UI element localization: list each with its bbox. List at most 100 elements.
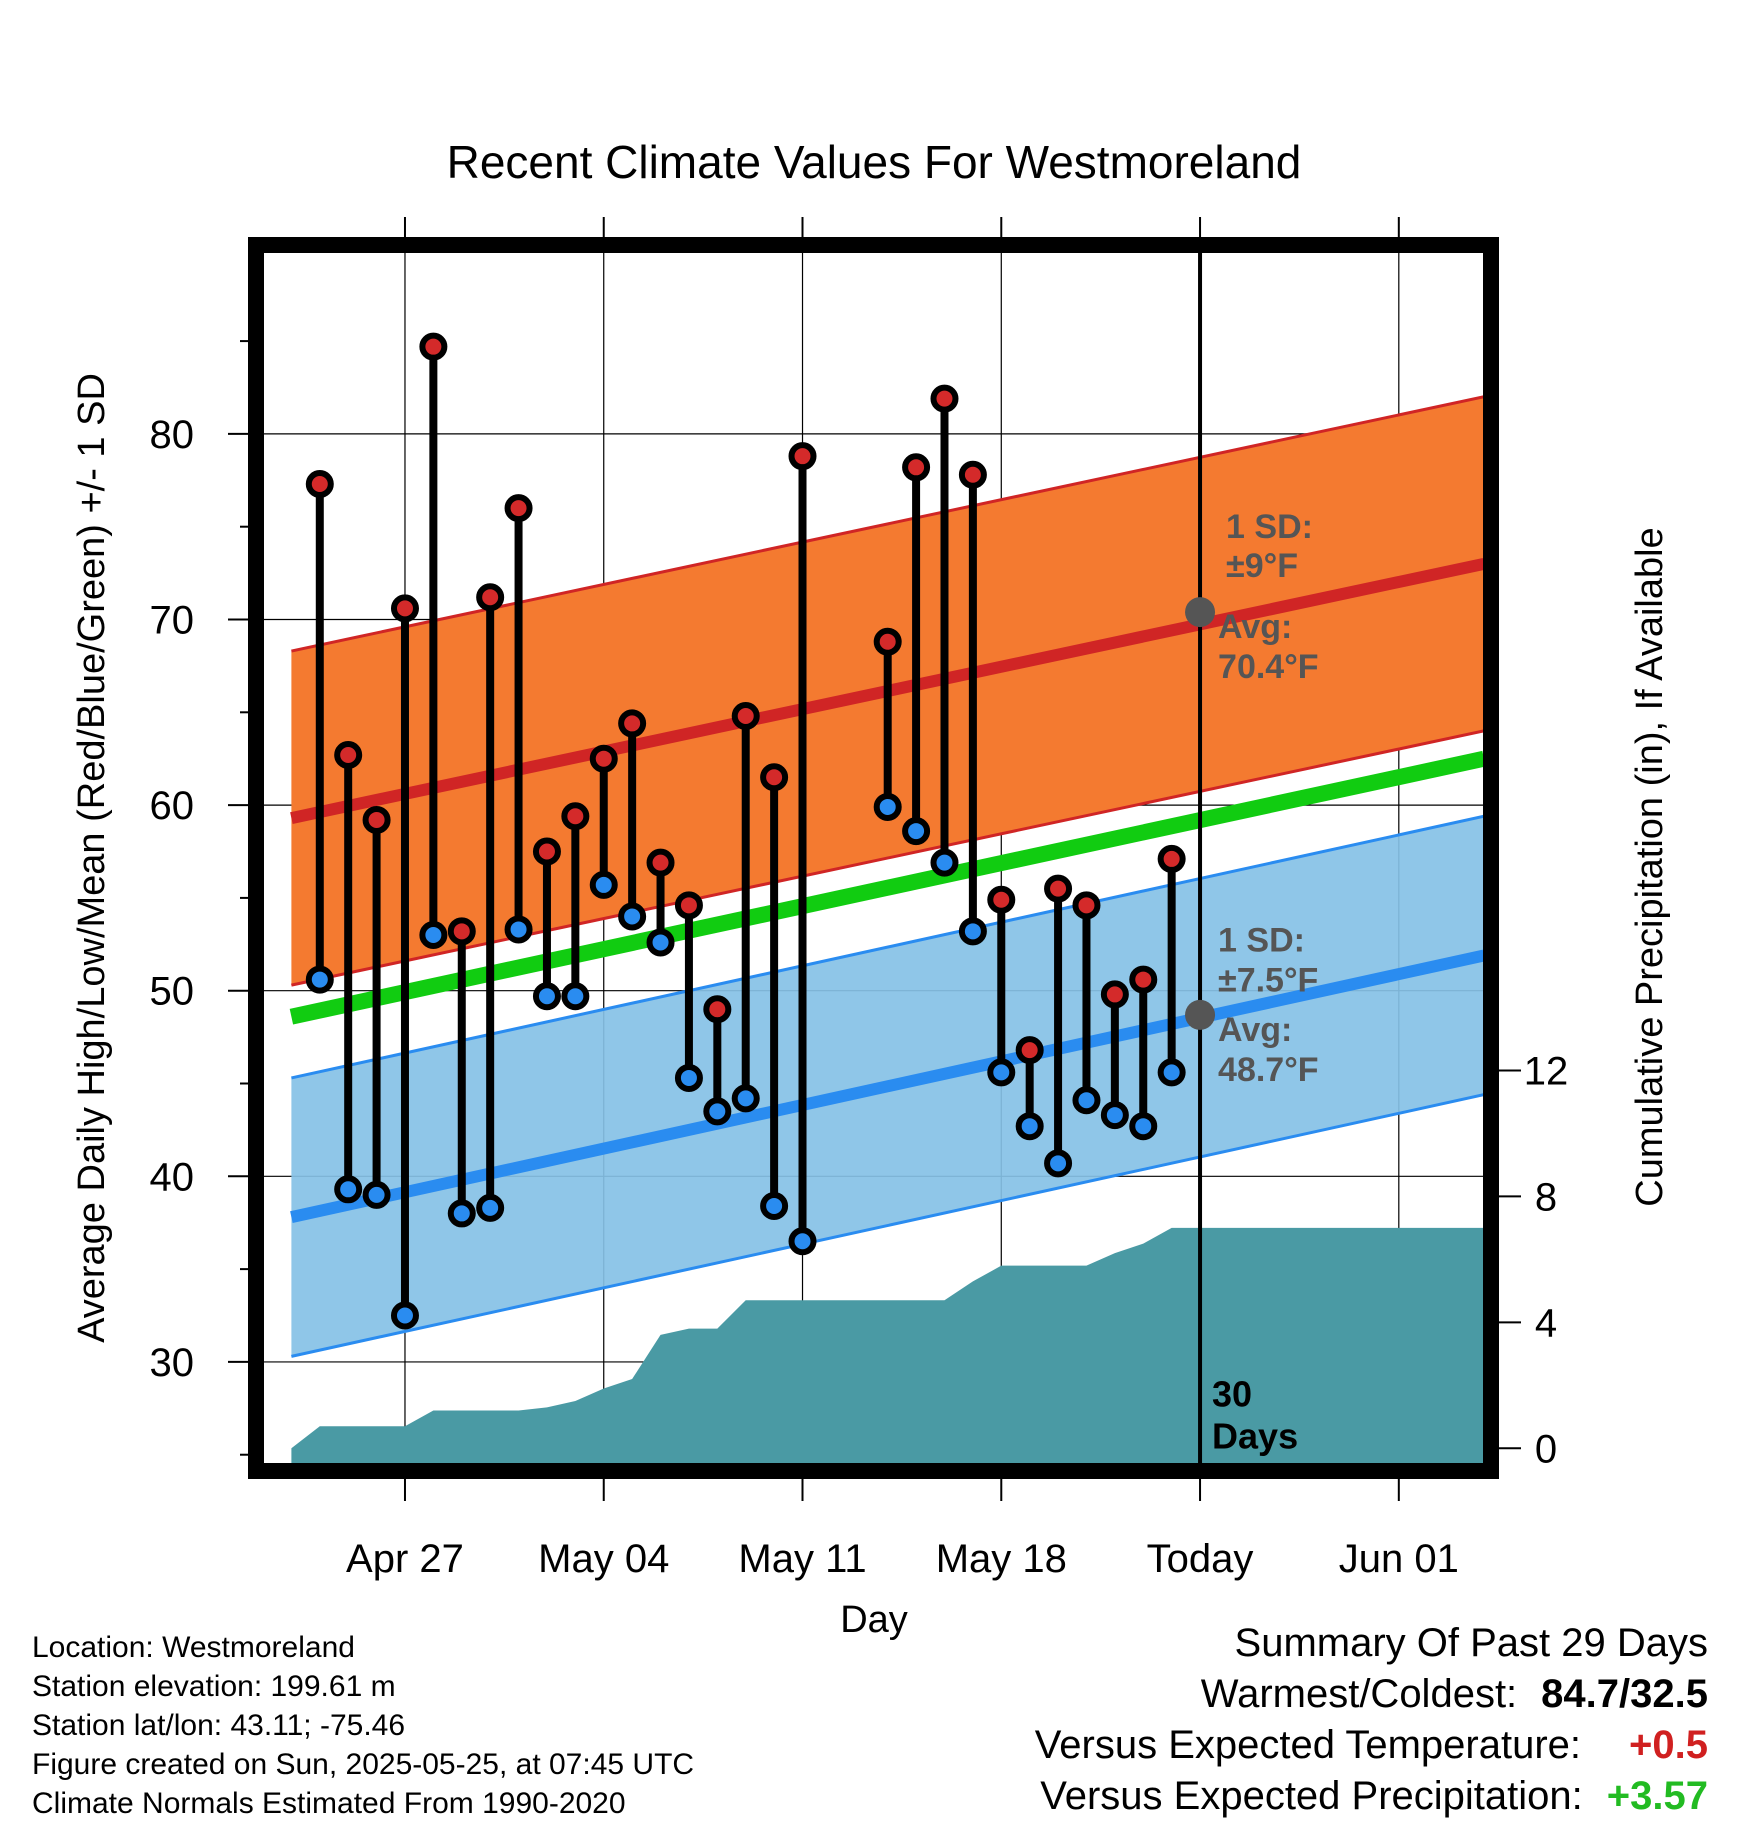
daily-low-point <box>618 902 647 931</box>
temp-label: Versus Expected Temperature: <box>1034 1723 1582 1767</box>
summary-temp-row: Versus Expected Temperature: +0.5 <box>808 1720 1708 1771</box>
summary-title: Summary Of Past 29 Days <box>1234 1621 1708 1665</box>
y2-axis-tick-label: 8 <box>1535 1175 1557 1219</box>
daily-high-point <box>447 917 476 946</box>
y2-axis-tick-label: 12 <box>1524 1049 1569 1093</box>
high-avg-annotation: Avg: 70.4°F <box>1218 608 1319 686</box>
high-sd-annotation: 1 SD: ±9°F <box>1226 508 1322 585</box>
high-sd-line-1: 1 SD: <box>1226 508 1313 546</box>
y2-axis-tick-label: 0 <box>1535 1427 1557 1471</box>
x-axis-tick-label: Today <box>1147 1537 1254 1581</box>
daily-high-point <box>958 460 987 489</box>
daily-low-point <box>930 848 959 877</box>
daily-low-point <box>532 982 561 1011</box>
warm-cold-value: 84.7/32.5 <box>1541 1672 1708 1716</box>
daily-low-point <box>447 1199 476 1228</box>
latlon-text: Station lat/lon: 43.11; -75.46 <box>32 1709 406 1742</box>
plot-area: 1 SD: ±9°F Avg: 70.4°F 1 SD: ±7.5°F Avg:… <box>263 252 1484 1464</box>
daily-low-point <box>1044 1149 1073 1178</box>
daily-low-point <box>760 1192 789 1221</box>
daily-high-point <box>1072 891 1101 920</box>
y-axis-tick-label: 40 <box>150 1155 195 1199</box>
warm-cold-label: Warmest/Coldest: <box>1200 1672 1518 1716</box>
daily-high-point <box>390 594 419 623</box>
location-text: Location: Westmoreland <box>32 1631 355 1664</box>
daily-high-point <box>1015 1036 1044 1065</box>
created-text: Figure created on Sun, 2025-05-25, at 07… <box>32 1748 695 1781</box>
daily-low-point <box>1072 1086 1101 1115</box>
daily-high-point <box>419 332 448 361</box>
daily-low-point <box>1015 1112 1044 1141</box>
high-avg-line-1: Avg: <box>1218 608 1292 646</box>
axes: 30 40 50 60 70 80 0 4 8 12 Apr 27 May 04 May 11 May 1… <box>150 217 1569 1581</box>
y-axis-tick-label: 60 <box>150 784 195 828</box>
daily-high-point <box>731 702 760 731</box>
low-sd-line-1: 1 SD: <box>1218 922 1305 960</box>
y-axis-tick-label: 50 <box>150 970 195 1014</box>
chart-title: Recent Climate Values For Westmoreland <box>447 136 1302 188</box>
daily-low-point <box>958 917 987 946</box>
daily-high-point <box>476 583 505 612</box>
daily-high-point <box>305 470 334 499</box>
summary-precip-row: Versus Expected Precipitation: +3.57 <box>808 1771 1708 1822</box>
y-axis-tick-label: 70 <box>150 598 195 642</box>
daily-low-point <box>731 1084 760 1113</box>
summary-panel: Summary Of Past 29 Days Warmest/Coldest:… <box>808 1618 1708 1822</box>
daily-high-point <box>1157 844 1186 873</box>
daily-low-point <box>334 1175 363 1204</box>
y-axis-tick-label: 30 <box>150 1341 195 1385</box>
today-high-average-marker <box>1185 597 1216 628</box>
station-info: Location: Westmoreland Station elevation… <box>32 1628 694 1823</box>
daily-low-point <box>1100 1101 1129 1130</box>
y-axis-label-right: Cumulative Precipitation (in), If Availa… <box>1629 527 1671 1206</box>
x-axis-tick-label: May 04 <box>538 1537 669 1581</box>
daily-low-point <box>703 1097 732 1126</box>
plot-frame <box>248 237 1499 1479</box>
daily-high-point <box>902 453 931 482</box>
daily-low-point <box>589 870 618 899</box>
daily-low-point <box>561 982 590 1011</box>
daily-high-point <box>1129 965 1158 994</box>
daily-high-point <box>561 802 590 831</box>
cumulative-precipitation-area <box>291 1227 1484 1464</box>
precip-label: Versus Expected Precipitation: <box>1040 1774 1583 1818</box>
daily-high-point <box>760 763 789 792</box>
daily-low-point <box>1157 1058 1186 1087</box>
low-avg-line-2: 48.7°F <box>1218 1051 1319 1089</box>
daily-low-point <box>987 1058 1016 1087</box>
daily-high-point <box>930 384 959 413</box>
elevation-text: Station elevation: 199.61 m <box>32 1670 396 1703</box>
today-low-average-marker <box>1185 999 1216 1030</box>
days-label-number: 30 <box>1212 1373 1252 1414</box>
daily-high-point <box>504 494 533 523</box>
days-label-word: Days <box>1212 1415 1298 1456</box>
daily-high-point <box>532 837 561 866</box>
daily-high-point <box>788 442 817 471</box>
daily-low-point <box>362 1180 391 1209</box>
temp-value: +0.5 <box>1629 1723 1708 1767</box>
band-edge-line <box>291 1093 1484 1358</box>
x-axis-tick-label: May 11 <box>738 1537 866 1581</box>
daily-low-point <box>419 921 448 950</box>
daily-high-point <box>873 627 902 656</box>
daily-high-point <box>1100 980 1129 1009</box>
x-axis-label: Day <box>840 1599 908 1641</box>
daily-high-point <box>674 891 703 920</box>
daily-low-point <box>873 792 902 821</box>
daily-low-point <box>504 915 533 944</box>
daily-high-point <box>334 740 363 769</box>
daily-marks <box>305 332 1186 1330</box>
daily-high-point <box>1044 874 1073 903</box>
high-avg-line-2: 70.4°F <box>1218 648 1319 686</box>
days-label: 30 Days <box>1212 1373 1298 1456</box>
summary-warm-cold-row: Warmest/Coldest: 84.7/32.5 <box>808 1669 1708 1720</box>
x-axis-tick-label: Jun 01 <box>1339 1537 1459 1581</box>
daily-high-point <box>703 995 732 1024</box>
daily-high-point <box>362 805 391 834</box>
daily-low-point <box>646 928 675 957</box>
normals-text: Climate Normals Estimated From 1990-2020 <box>32 1787 626 1820</box>
precip-value: +3.57 <box>1606 1774 1708 1818</box>
daily-high-point <box>987 885 1016 914</box>
y2-axis-tick-label: 4 <box>1535 1301 1557 1345</box>
daily-low-point <box>390 1301 419 1330</box>
